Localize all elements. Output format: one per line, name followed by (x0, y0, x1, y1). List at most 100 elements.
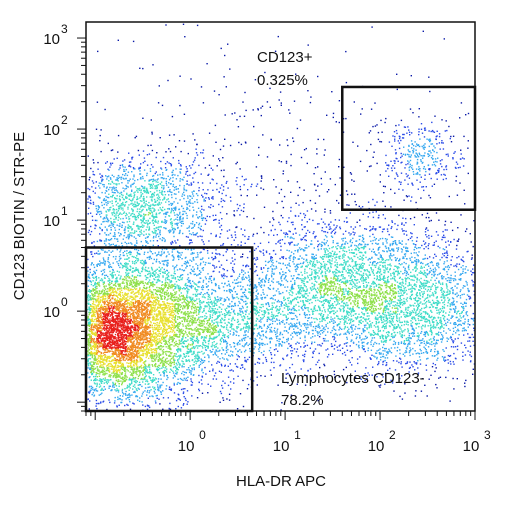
event-dot (148, 376, 151, 379)
event-dot (129, 401, 131, 403)
event-dot (196, 302, 199, 305)
event-dot (169, 368, 172, 370)
event-dot (113, 370, 116, 373)
event-dot (100, 278, 103, 280)
event-dot (121, 354, 123, 356)
event-dot (142, 369, 145, 371)
event-dot (118, 404, 120, 406)
event-dot (95, 288, 97, 290)
event-dot (185, 326, 188, 328)
event-dot (124, 375, 126, 377)
event-dot (97, 341, 99, 343)
event-dot (94, 327, 97, 329)
event-dot (108, 319, 110, 322)
event-dot (138, 314, 140, 316)
event-dot (119, 334, 122, 336)
event-dot (180, 328, 183, 331)
event-dot (158, 311, 160, 313)
event-dot (196, 336, 198, 339)
event-dot (90, 350, 93, 353)
event-dot (127, 267, 129, 269)
event-dot (119, 323, 122, 325)
event-dot (165, 354, 168, 356)
event-dot (170, 280, 173, 283)
event-dot (137, 336, 139, 339)
event-dot (112, 330, 114, 333)
event-dot (114, 323, 117, 326)
event-dot (120, 377, 122, 379)
event-dot (87, 340, 90, 343)
event-dot (131, 301, 133, 303)
event-dot (114, 357, 116, 360)
event-dot (126, 305, 129, 307)
event-dot (168, 339, 170, 342)
event-dot (92, 300, 95, 302)
event-dot (117, 347, 119, 349)
event-dot (186, 334, 188, 336)
event-dot (90, 367, 92, 370)
event-dot (154, 289, 157, 291)
event-dot (141, 377, 143, 380)
event-dot (107, 321, 109, 323)
event-dot (215, 331, 217, 333)
event-dot (127, 346, 130, 349)
event-dot (104, 277, 106, 279)
event-dot (191, 368, 193, 370)
event-dot (113, 287, 116, 289)
event-dot (149, 292, 151, 295)
event-dot (135, 282, 137, 284)
event-dot (97, 343, 100, 345)
event-dot (211, 252, 214, 254)
event-dot (115, 345, 117, 347)
event-dot (125, 350, 127, 352)
event-dot (110, 282, 113, 284)
event-dot (144, 287, 146, 290)
event-dot (190, 339, 192, 341)
event-dot (125, 348, 127, 350)
event-dot (152, 348, 155, 350)
event-dot (154, 377, 157, 379)
event-dot (142, 391, 144, 393)
event-dot (113, 367, 115, 369)
event-dot (140, 292, 143, 294)
event-dot (190, 272, 192, 275)
event-dot (192, 341, 194, 343)
event-dot (158, 340, 160, 342)
event-dot (208, 360, 210, 363)
event-dot (112, 325, 114, 327)
event-dot (156, 240, 159, 242)
event-dot (126, 351, 128, 353)
event-dot (99, 337, 101, 339)
event-dot (130, 320, 132, 322)
event-dot (103, 341, 106, 343)
event-dot (122, 376, 124, 378)
event-dot (131, 337, 133, 339)
event-dot (93, 382, 96, 384)
event-dot (194, 304, 196, 306)
event-dot (91, 319, 93, 322)
event-dot (115, 278, 117, 280)
event-dot (148, 372, 151, 374)
event-dot (124, 286, 126, 288)
event-dot (89, 280, 91, 282)
event-dot (103, 348, 105, 350)
event-dot (99, 301, 101, 304)
event-dot (124, 311, 127, 313)
event-dot (91, 311, 93, 314)
event-dot (147, 397, 149, 399)
event-dot (207, 392, 209, 394)
event-dot (102, 378, 105, 380)
event-dot (244, 331, 246, 334)
event-dot (122, 306, 125, 308)
event-dot (127, 236, 129, 238)
event-dot (128, 378, 130, 381)
event-dot (129, 346, 132, 349)
event-dot (202, 359, 204, 362)
event-dot (128, 393, 130, 395)
event-dot (198, 389, 201, 392)
event-dot (130, 325, 132, 327)
event-dot (162, 359, 164, 362)
event-dot (101, 356, 103, 358)
event-dot (123, 296, 125, 298)
event-dot (104, 340, 106, 343)
